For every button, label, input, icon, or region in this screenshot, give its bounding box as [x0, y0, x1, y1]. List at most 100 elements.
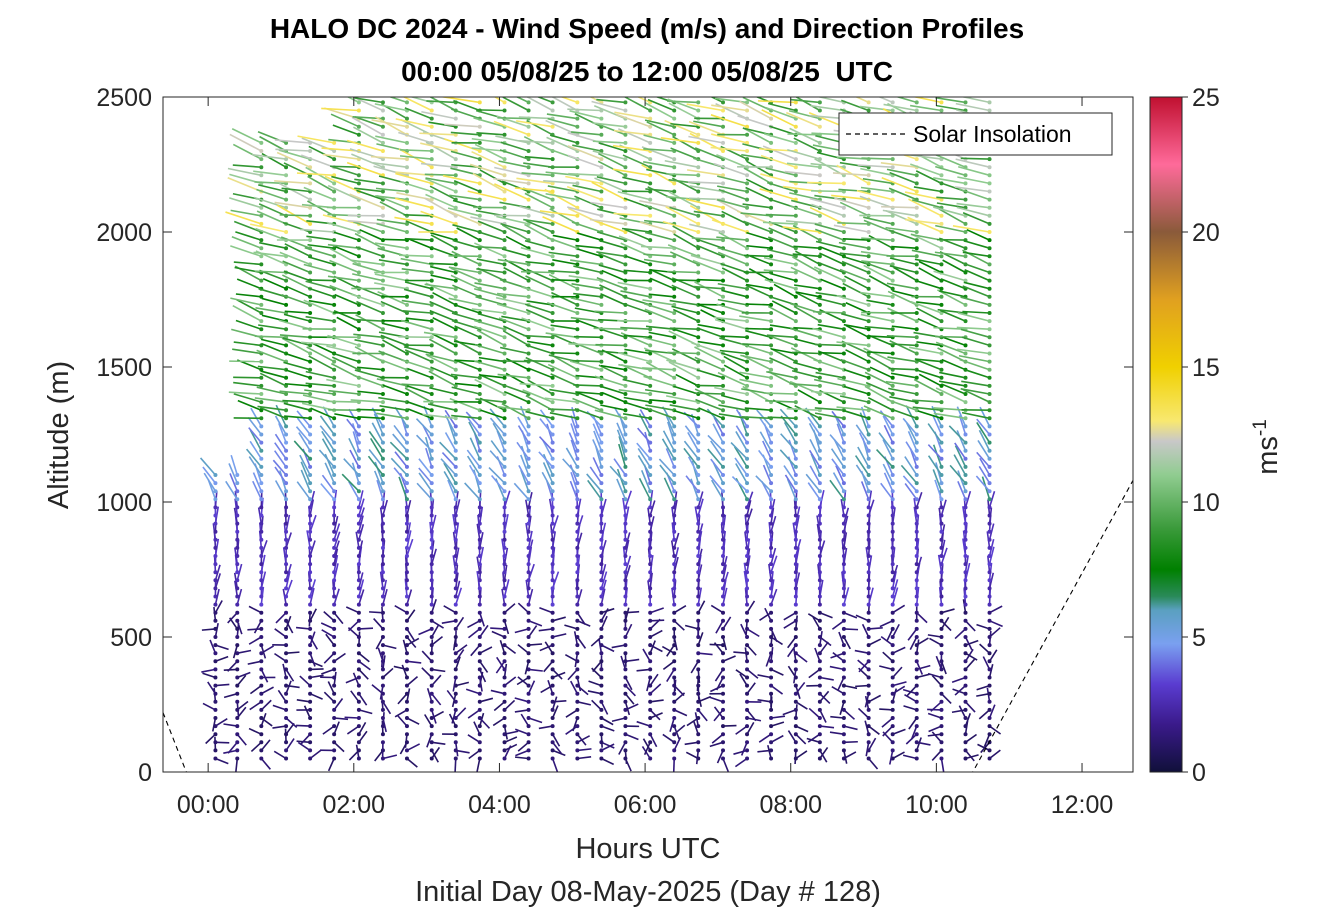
wind-vector-head [963, 343, 968, 348]
wind-vector [698, 278, 724, 282]
wind-vector-head [259, 464, 264, 469]
wind-vector [394, 604, 408, 614]
wind-vector [382, 384, 408, 395]
wind-vector [819, 693, 831, 705]
wind-vector-head [914, 659, 919, 664]
wind-vector-head [841, 230, 846, 234]
wind-vector [480, 409, 505, 420]
wind-vector-head [404, 100, 409, 105]
wind-vector-head [769, 675, 774, 680]
wind-vector-head [429, 108, 434, 113]
wind-vector-head [575, 626, 580, 631]
wind-vector [371, 119, 408, 128]
wind-vector [789, 192, 821, 201]
wind-vector [594, 177, 626, 193]
wind-vector [355, 246, 384, 258]
wind-vector [815, 240, 845, 249]
wind-vector-head [453, 335, 458, 340]
wind-vector-head [721, 359, 726, 364]
wind-vector [494, 183, 529, 201]
wind-vector [211, 717, 217, 732]
wind-vector [258, 184, 287, 193]
wind-vector-head [721, 278, 726, 283]
wind-vector-head [914, 756, 919, 761]
wind-vector [230, 245, 262, 258]
wind-vector [528, 620, 543, 627]
wind-vector-head [890, 294, 895, 299]
wind-vector [688, 120, 724, 136]
wind-vector-head [745, 294, 750, 299]
wind-vector [855, 424, 870, 444]
wind-vector [443, 605, 457, 614]
wind-vector-head [453, 327, 458, 332]
wind-vector-head [939, 213, 944, 218]
wind-vector [889, 257, 917, 266]
wind-vector-head [453, 716, 458, 720]
wind-vector-head [308, 270, 313, 275]
wind-vector-head [356, 181, 361, 186]
wind-vector-head [890, 570, 895, 575]
wind-vector-head [308, 699, 313, 704]
wind-vector [303, 705, 311, 719]
wind-vector-head [817, 238, 822, 243]
wind-vector-head [404, 165, 409, 170]
wind-vector-head [890, 319, 895, 324]
wind-vector-head [721, 383, 726, 388]
wind-vector [281, 187, 311, 193]
wind-vector-head [502, 189, 507, 194]
wind-vector [431, 741, 446, 746]
wind-vector [733, 446, 748, 468]
wind-vector [451, 312, 481, 322]
wind-vector [779, 449, 797, 468]
wind-vector [418, 458, 433, 476]
wind-vector-head [404, 116, 409, 121]
wind-vector-head [648, 327, 653, 332]
wind-vector-head [599, 481, 604, 486]
wind-vector [358, 730, 368, 743]
wind-vector [714, 386, 748, 395]
wind-vector-head [550, 473, 555, 477]
wind-vector [474, 245, 505, 249]
wind-vector-head [599, 505, 604, 510]
wind-vector [600, 364, 626, 371]
wind-vector [501, 315, 529, 322]
wind-vector [406, 384, 432, 395]
wind-vector-head [672, 489, 677, 494]
wind-vector-head [404, 351, 409, 356]
wind-vector-head [696, 537, 701, 542]
wind-vector [742, 127, 772, 144]
wind-vector-head [745, 181, 750, 186]
wind-vector [429, 262, 456, 266]
wind-vector [319, 425, 335, 444]
wind-vector-head [599, 456, 604, 461]
wind-vector [842, 238, 869, 241]
wind-vector-head [793, 602, 798, 607]
wind-vector [444, 414, 457, 435]
wind-vector-head [939, 748, 944, 753]
wind-vector-head [284, 140, 289, 145]
wind-vector-head [672, 286, 677, 291]
wind-vector [613, 129, 651, 136]
wind-vector-head [623, 699, 628, 704]
wind-vector [599, 385, 626, 395]
wind-vector-head [526, 610, 531, 615]
wind-vector-head [769, 691, 774, 696]
wind-vector-head [721, 124, 726, 129]
wind-vector-head [429, 537, 434, 542]
wind-vector [691, 342, 724, 355]
wind-vector-head [259, 221, 264, 226]
wind-vector-head [502, 724, 507, 729]
wind-vector [570, 423, 579, 443]
wind-vector [864, 693, 870, 708]
wind-vector [406, 717, 420, 725]
wind-vector-head [672, 699, 677, 704]
wind-vector [721, 289, 748, 298]
wind-vector-head [963, 740, 968, 745]
wind-vector-head [890, 375, 895, 380]
wind-vector-head [963, 756, 968, 761]
wind-vector [794, 97, 821, 112]
wind-vector-head [526, 351, 531, 356]
wind-vector [695, 750, 700, 765]
wind-vector-head [380, 602, 385, 607]
wind-vector [415, 434, 433, 452]
